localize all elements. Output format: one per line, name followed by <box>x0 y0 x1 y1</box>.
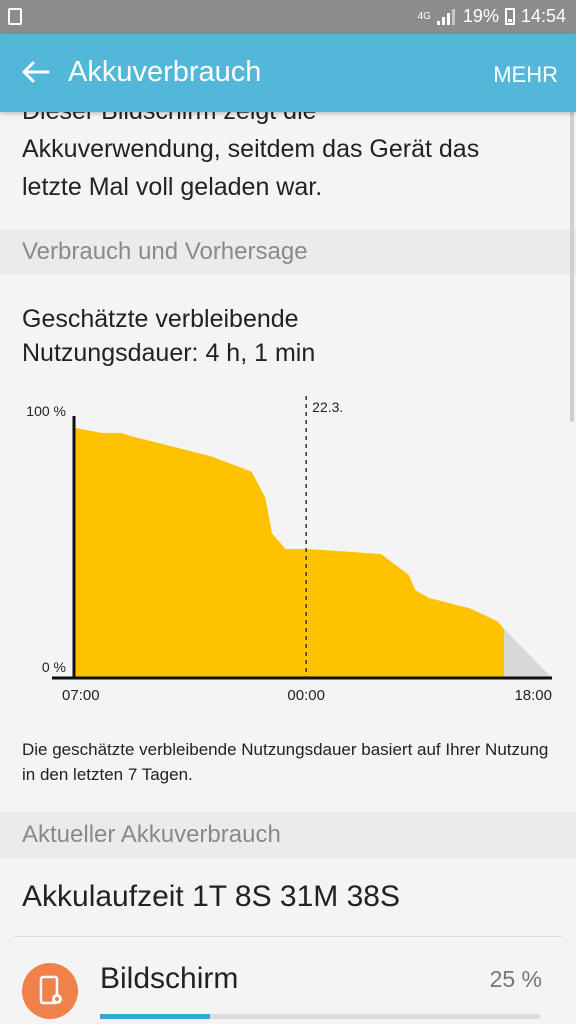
usage-bar <box>100 1014 540 1019</box>
prediction-area <box>504 628 552 678</box>
divider <box>14 936 562 937</box>
app-bar: Akkuverbrauch MEHR <box>0 34 576 112</box>
intro-line: letzte Mal voll geladen war. <box>22 173 323 201</box>
screen-settings-icon <box>22 963 78 1019</box>
battery-chart: 22.3. 100 % 0 % 07:00 00:00 18:00 <box>26 396 552 704</box>
battery-percent: 19% <box>462 6 499 26</box>
usage-item-percent: 25 % <box>489 966 542 992</box>
battery-runtime: Akkulaufzeit 1T 8S 31M 38S <box>22 880 400 913</box>
notification-icon <box>8 8 22 25</box>
x-tick-label: 18:00 <box>514 687 552 704</box>
y-tick-label: 0 % <box>42 659 66 675</box>
estimate-line: Nutzungsdauer: 4 h, 1 min <box>22 339 316 367</box>
section-header-forecast: Verbrauch und Vorhersage <box>0 229 576 275</box>
estimate-text: Geschätzte verbleibende Nutzungsdauer: 4… <box>22 302 315 370</box>
estimate-note: Die geschätzte verbleibende Nutzungsdaue… <box>22 740 549 784</box>
intro-line: Dieser Bildschirm zeigt die <box>22 112 562 130</box>
usage-item-name: Bildschirm <box>100 962 239 995</box>
usage-area <box>74 427 505 678</box>
date-marker-label: 22.3. <box>312 399 343 415</box>
network-type: 4G <box>417 10 431 22</box>
usage-bar-fill <box>100 1014 210 1019</box>
usage-item-bildschirm[interactable]: Bildschirm 25 % <box>0 952 576 1024</box>
content[interactable]: Dieser Bildschirm zeigt die Akkuverwendu… <box>0 112 576 1024</box>
x-tick-label: 00:00 <box>287 687 325 704</box>
intro-line: Akkuverwendung, seitdem das Gerät das <box>22 135 480 163</box>
status-bar: 4G 19% 14:54 <box>0 0 576 34</box>
page-title: Akkuverbrauch <box>68 56 262 88</box>
back-arrow-icon[interactable] <box>18 54 54 90</box>
clock: 14:54 <box>520 6 566 26</box>
x-tick-label: 07:00 <box>62 687 100 704</box>
more-button[interactable]: MEHR <box>493 62 558 87</box>
scrollbar[interactable] <box>570 112 574 422</box>
section-header-current: Aktueller Akkuverbrauch <box>0 812 576 858</box>
y-tick-label: 100 % <box>26 403 66 419</box>
intro-text: Dieser Bildschirm zeigt die Akkuverwendu… <box>22 112 562 206</box>
estimate-line: Geschätzte verbleibende <box>22 305 299 333</box>
battery-icon <box>504 8 515 25</box>
signal-icon <box>436 8 455 25</box>
